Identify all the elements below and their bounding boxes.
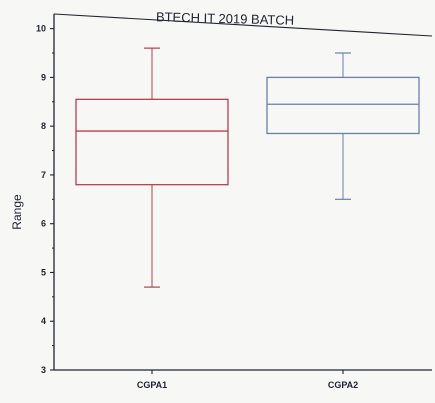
plot-area: 3 4 5 6 7 8 9 10 CGPA1 CGPA2 xyxy=(36,13,433,390)
x-tick-label: CGPA2 xyxy=(328,380,358,390)
x-tick-label: CGPA1 xyxy=(137,380,167,390)
y-tick-label: 8 xyxy=(41,121,46,131)
top-frame-line xyxy=(53,13,433,37)
y-tick-label: 7 xyxy=(41,170,46,180)
y-tick-label: 9 xyxy=(41,72,46,82)
y-axis-label: Range xyxy=(10,194,24,230)
y-tick-label: 3 xyxy=(41,365,46,375)
chart-title: BTECH IT 2019 BATCH xyxy=(156,9,295,28)
y-tick-label: 10 xyxy=(36,24,46,34)
box-iqr xyxy=(75,98,229,186)
y-tick-label: 5 xyxy=(41,267,46,277)
y-tick-label: 6 xyxy=(41,219,46,229)
y-tick-label: 4 xyxy=(41,316,46,326)
box-iqr xyxy=(266,76,420,135)
